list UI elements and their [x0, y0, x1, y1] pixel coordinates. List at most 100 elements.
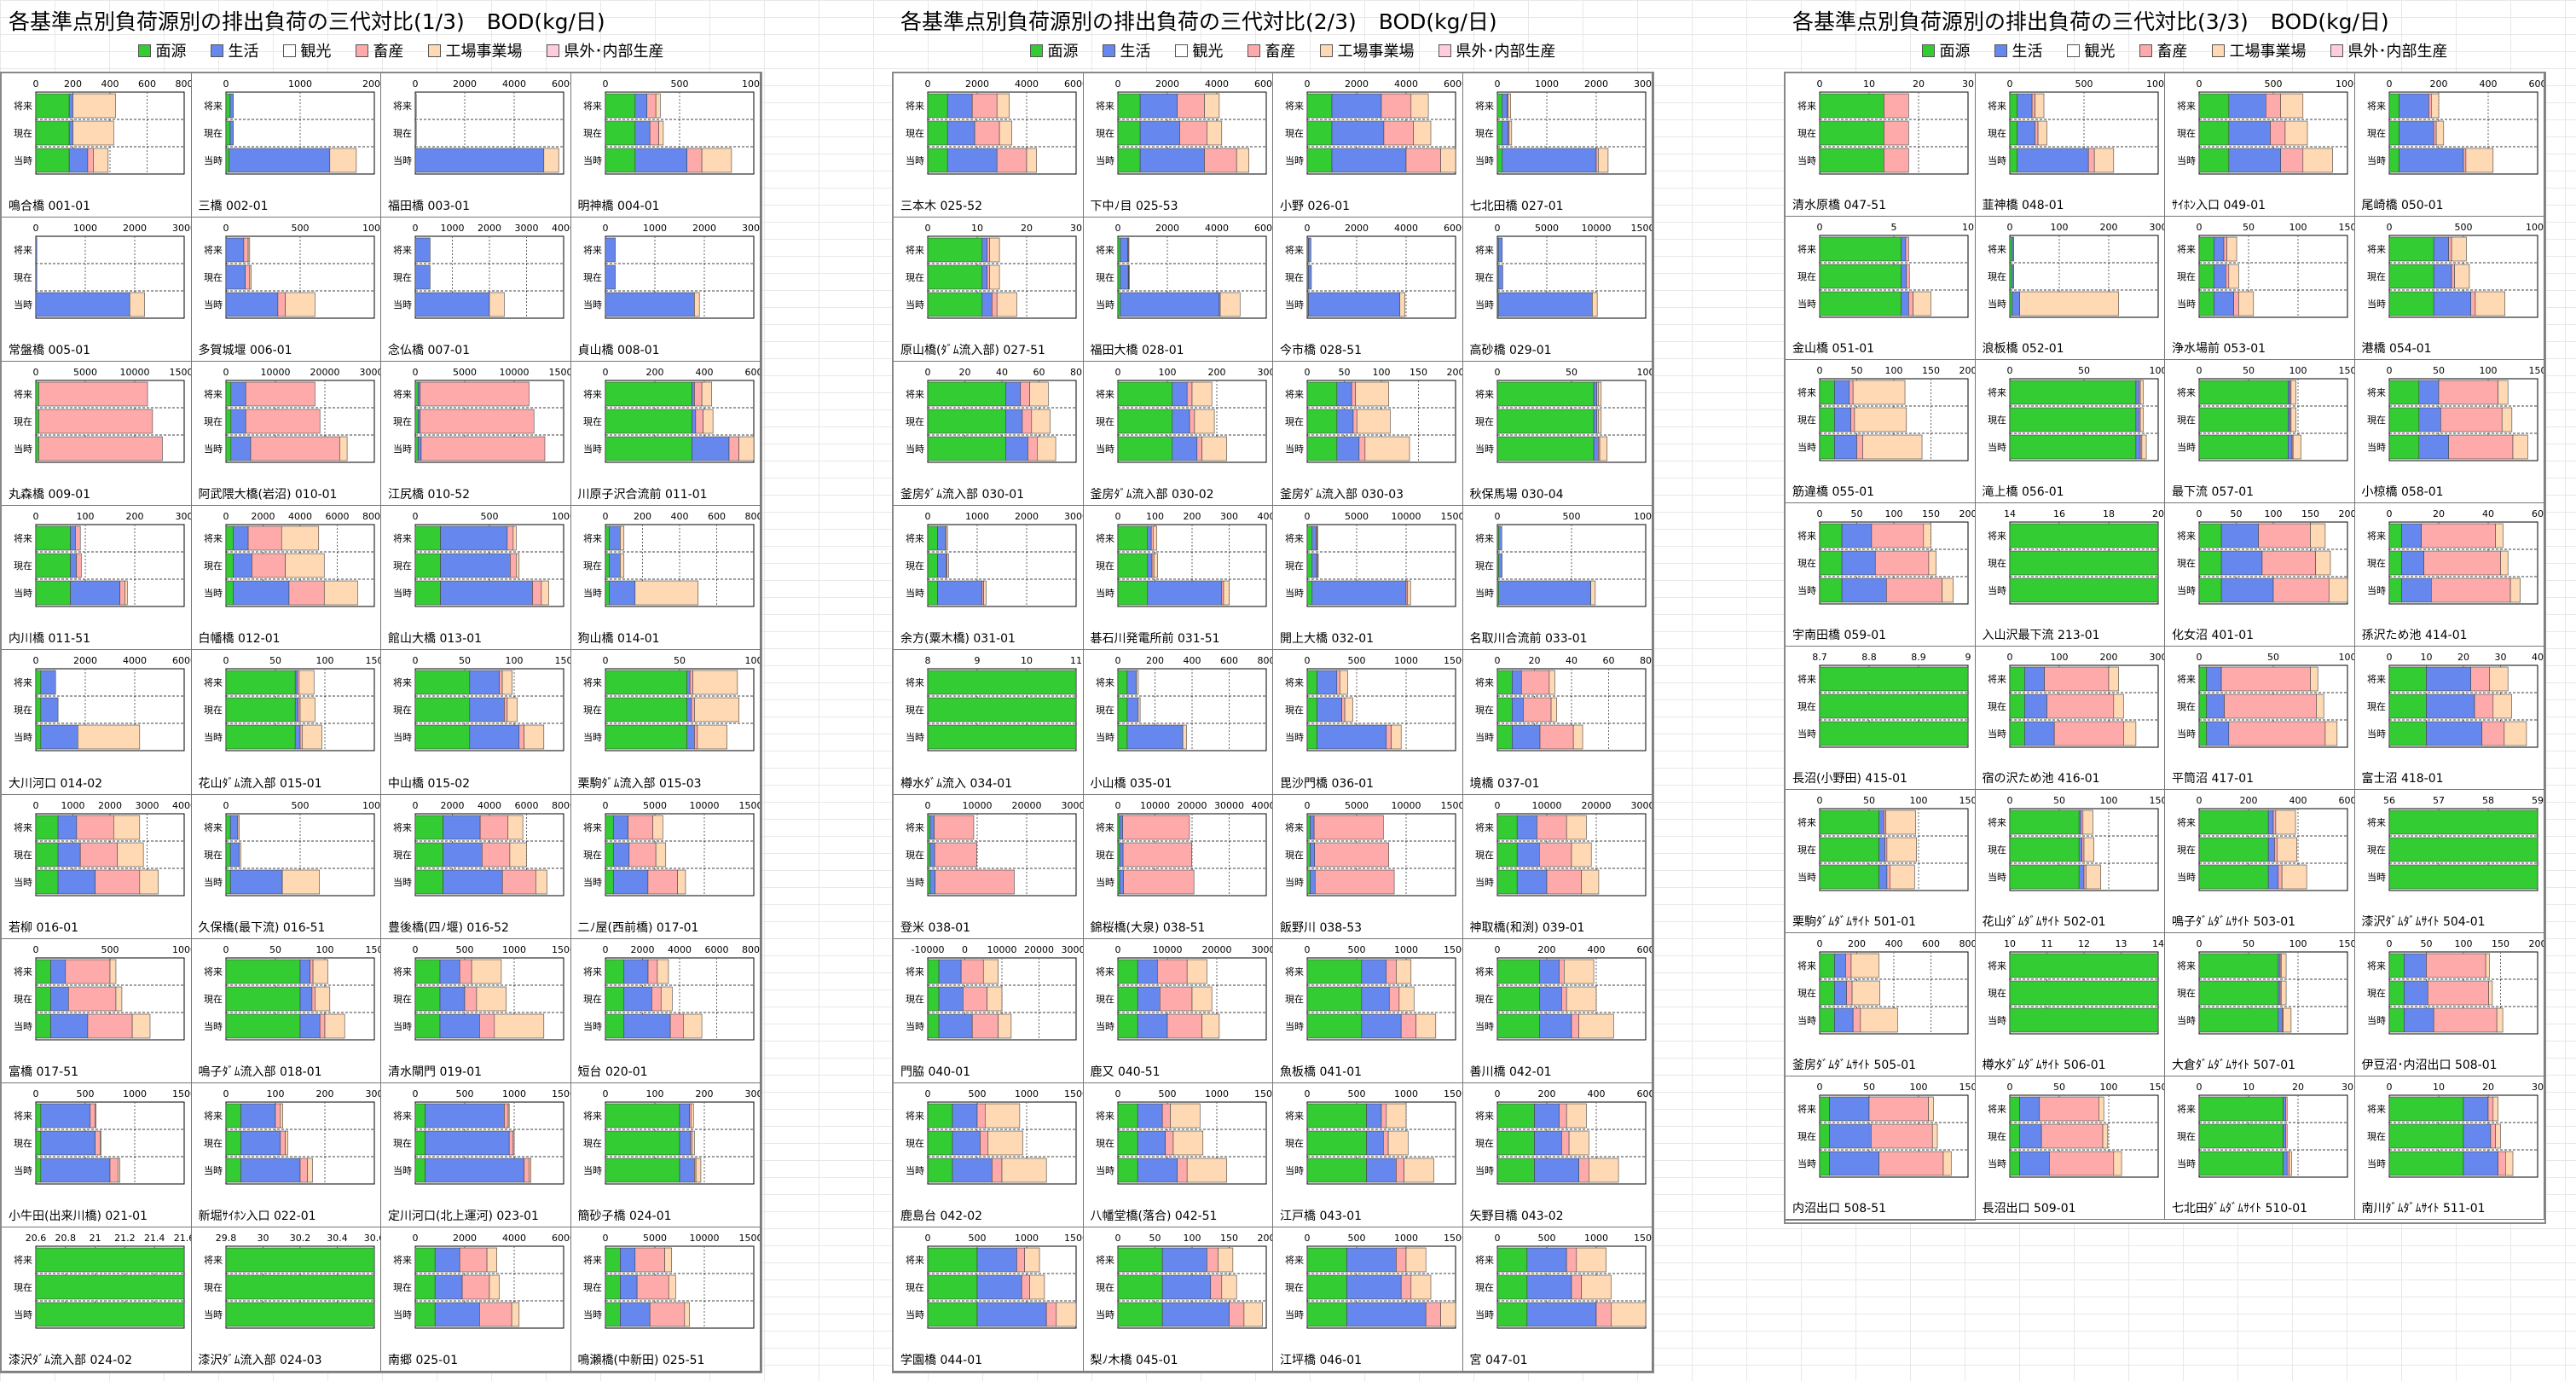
tick-label: 59	[2532, 795, 2544, 806]
bar-segment	[1819, 148, 1884, 173]
row-label: 現在	[2367, 271, 2386, 282]
row-label: 将来	[393, 101, 412, 112]
tick-label: 200	[64, 78, 82, 90]
bar-segment	[934, 815, 975, 839]
bar-segment	[1399, 292, 1405, 317]
bar-segment	[2463, 1123, 2491, 1149]
tick-label: 150	[2339, 222, 2355, 233]
bar-segment	[232, 526, 248, 551]
bar-segment	[946, 526, 948, 551]
tick-label: 50	[2243, 365, 2255, 376]
tick-label: 2000	[630, 944, 654, 955]
panel-label: 魚板橋 041-01	[1280, 1065, 1363, 1079]
bar-segment	[1496, 986, 1540, 1011]
bar-chart-svg: 050100150将来現在当時	[204, 944, 380, 1041]
panel-label: 神取橋(和渕) 039-01	[1469, 920, 1585, 935]
row-label: 現在	[1285, 994, 1304, 1005]
bar-segment	[1156, 959, 1188, 984]
row-label: 当時	[906, 299, 924, 310]
bar-segment	[50, 959, 67, 984]
row-label: 当時	[204, 443, 223, 455]
bar-segment	[489, 1274, 500, 1300]
row-label: 将来	[204, 966, 223, 978]
row-label: 現在	[14, 128, 32, 139]
tick-label: 400	[2289, 795, 2307, 806]
bar-segment	[2388, 693, 2427, 719]
tick-label: 1500	[1444, 944, 1462, 955]
tick-label: 1000	[1634, 511, 1653, 522]
bar-segment	[2009, 577, 2158, 603]
tick-label: 56	[2383, 795, 2395, 806]
tick-label: 150	[1922, 365, 1940, 376]
tick-label: 20000	[1201, 944, 1231, 955]
row-label: 将来	[1475, 533, 1494, 544]
tick-label: 1000	[2146, 78, 2165, 90]
panel-label: 漆沢ﾀﾞﾑ流入部 024-02	[9, 1354, 133, 1367]
tick-label: 0	[2386, 78, 2392, 90]
bar-segment	[605, 1130, 680, 1156]
bar-segment	[1496, 93, 1502, 119]
panel-label: 清水閘門 019-01	[388, 1065, 483, 1079]
bar-segment	[507, 815, 524, 839]
bar-segment	[507, 526, 514, 551]
bar-segment	[702, 409, 713, 434]
bar-segment	[2198, 407, 2289, 432]
bar-segment	[2009, 407, 2136, 432]
bar-segment	[1566, 1247, 1577, 1273]
tick-label: 600	[1922, 938, 1940, 949]
bar-segment	[299, 986, 312, 1011]
tick-label: 4000	[1205, 78, 1229, 90]
row-label: 当時	[1988, 1158, 2006, 1169]
bar-segment	[627, 815, 653, 839]
legend: 面源 生活 観光 畜産 工場事業場 県外･内部生産	[1878, 39, 2492, 61]
bar-chart-svg: 0100200300将来現在当時	[583, 1088, 760, 1185]
bar-segment	[1117, 93, 1140, 119]
bar-segment	[1497, 526, 1502, 551]
bar-segment	[1884, 93, 1909, 119]
bar-segment	[676, 869, 686, 894]
tick-label: 2000	[1345, 223, 1369, 234]
panel-label: 樽水ﾀﾞﾑﾀﾞﾑｻｲﾄ 506-01	[1982, 1059, 2106, 1072]
bar-segment	[2198, 577, 2222, 603]
bar-segment	[225, 959, 300, 984]
bar-segment	[439, 1013, 480, 1038]
bar-segment	[1236, 148, 1249, 173]
bar-segment	[981, 264, 987, 290]
row-label: 当時	[1988, 298, 2006, 310]
bar-segment	[281, 526, 319, 551]
tick-label: 0	[1114, 511, 1120, 522]
bar-segment	[1905, 236, 1909, 262]
bar-segment	[469, 725, 520, 750]
chart-panel: 050100将来現在当時平筒沼 417-01	[2165, 647, 2355, 790]
bar-segment	[68, 120, 73, 146]
row-label: 当時	[1096, 731, 1114, 743]
bar-segment	[1834, 380, 1850, 405]
tick-label: 1500	[552, 1088, 570, 1100]
bar-segment	[225, 670, 295, 695]
legend-swatch	[282, 44, 296, 57]
bar-segment	[1150, 526, 1154, 551]
panel-label: 尾崎橋 050-01	[2361, 199, 2444, 212]
legend-item: 生活	[1102, 39, 1151, 61]
bar-segment	[2043, 666, 2109, 692]
row-label: 将来	[14, 822, 32, 833]
row-label: 将来	[1988, 674, 2006, 685]
tick-label: 50	[459, 655, 471, 666]
tick-label: 0	[602, 800, 608, 811]
chart-panel: 0100002000030000将来現在当時登米 038-01	[894, 794, 1084, 939]
bar-segment	[2046, 693, 2114, 719]
bar-segment	[2488, 666, 2508, 692]
bar-segment	[605, 1158, 680, 1183]
chart-panel: 050100150将来現在当時浄水場前 053-01	[2165, 217, 2355, 360]
bar-segment	[938, 959, 962, 984]
chart-panel: 050100将来現在当時栗駒ﾀﾞﾑ流入部 015-03	[570, 650, 761, 795]
bar-segment	[471, 959, 502, 984]
tick-label: 10000	[120, 367, 150, 378]
panel-label: 八幡堂橋(落合) 042-51	[1090, 1209, 1218, 1223]
bar-segment	[1496, 959, 1540, 984]
tick-label: 30.4	[327, 1233, 348, 1244]
panel-label: 江坪橋 046-01	[1280, 1354, 1363, 1367]
panel-label: 浄水場前 053-01	[2172, 342, 2266, 356]
